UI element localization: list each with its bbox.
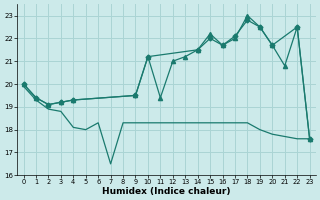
X-axis label: Humidex (Indice chaleur): Humidex (Indice chaleur) bbox=[102, 187, 231, 196]
